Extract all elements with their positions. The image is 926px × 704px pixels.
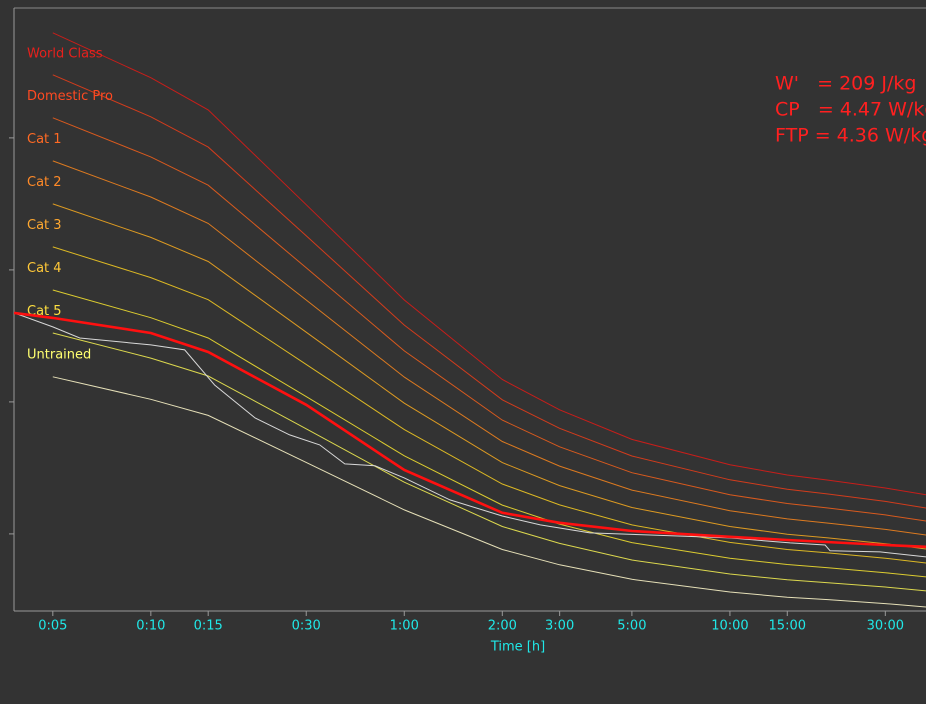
x-tick-label: 15:00 (769, 619, 806, 634)
series-line (52, 246, 926, 564)
x-tick-label: 3:00 (545, 619, 574, 634)
band-label: Domestic Pro (27, 89, 113, 104)
band-label: World Class (27, 46, 103, 61)
series-line (52, 117, 926, 522)
annotation: FTP = 4.36 W/kg (775, 125, 926, 147)
x-tick-label: 10:00 (711, 619, 748, 634)
x-tick-label: 30:00 (867, 619, 904, 634)
series-line (52, 376, 926, 608)
band-label: Cat 4 (27, 261, 62, 276)
band-label: Cat 3 (27, 218, 62, 233)
x-tick-label: 0:05 (38, 619, 67, 634)
series-line (52, 160, 926, 536)
x-tick-label: 0:10 (136, 619, 165, 634)
series-line (52, 203, 926, 550)
x-axis-title: Time [h] (490, 640, 545, 655)
x-tick-label: 0:15 (194, 619, 223, 634)
annotation: CP = 4.47 W/kg (775, 99, 926, 121)
x-tick-label: 0:30 (292, 619, 321, 634)
series-line (14, 311, 926, 549)
series-line (52, 332, 926, 592)
x-tick-label: 1:00 (390, 619, 419, 634)
annotation: W' = 209 J/kg (775, 73, 916, 95)
band-label: Untrained (27, 347, 91, 362)
series-line (14, 312, 926, 558)
band-label: Cat 2 (27, 175, 62, 190)
series-line (52, 74, 926, 509)
band-label: Cat 1 (27, 132, 62, 147)
x-tick-label: 2:00 (488, 619, 517, 634)
series-line (52, 32, 926, 496)
x-tick-label: 5:00 (617, 619, 646, 634)
